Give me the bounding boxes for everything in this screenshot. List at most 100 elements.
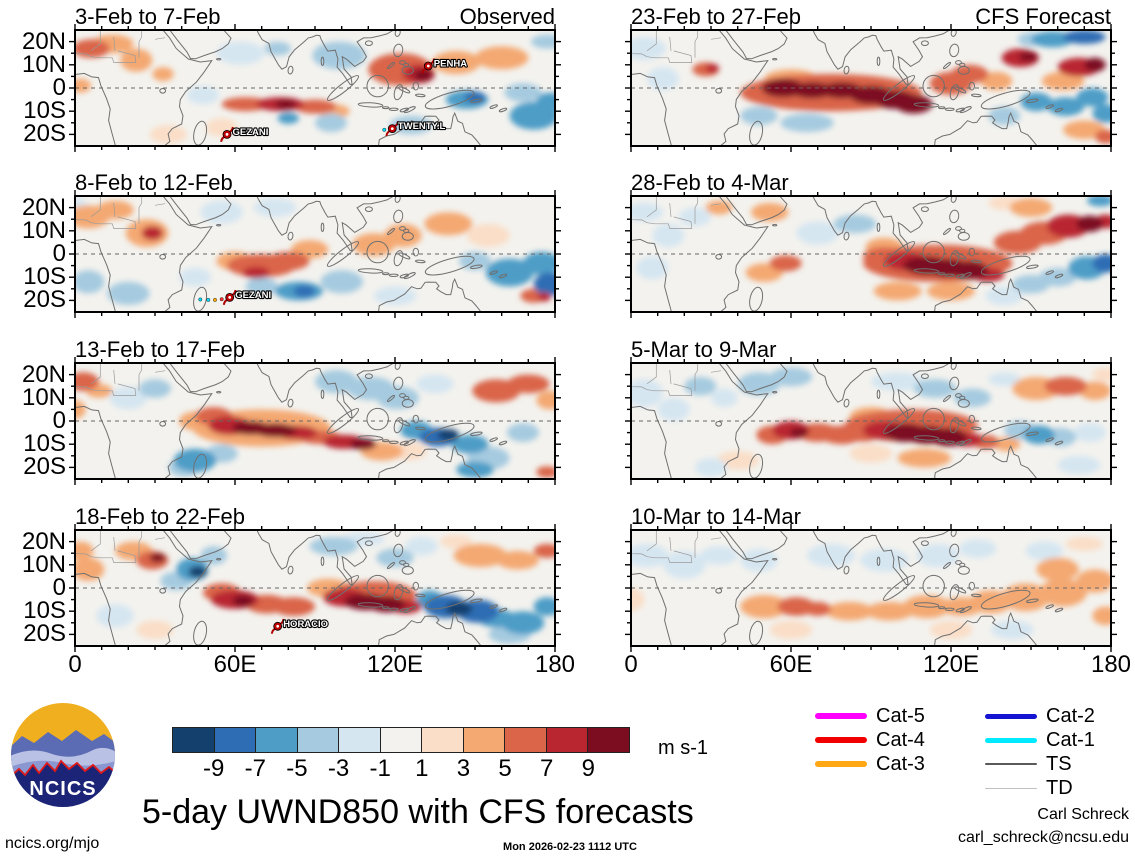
colorbar-tick-label: -1 (369, 755, 391, 782)
storm-name-label: GEZANI (235, 290, 271, 301)
storm-legend-column-2: Cat-2 Cat-1 TS TD (985, 704, 1095, 800)
colorbar-cell (588, 728, 630, 752)
colorbar-cell (546, 728, 589, 752)
panel-date-range: 3-Feb to 7-Feb (75, 4, 221, 29)
legend-label: TS (1046, 753, 1072, 775)
storm-track-dot (206, 298, 211, 302)
colorbar-cell (173, 728, 215, 752)
map-canvas (625, 24, 1117, 152)
y-axis-label: 10S (23, 97, 66, 125)
colorbar-cell (505, 728, 547, 752)
panel-date-range: 18-Feb to 22-Feb (75, 504, 245, 529)
colorbar-cell (214, 728, 257, 752)
map-canvas (625, 190, 1117, 318)
panel-date-range: 8-Feb to 12-Feb (75, 170, 233, 195)
legend-label: Cat-1 (1046, 729, 1095, 751)
storm-marker: TWENTY.L (385, 120, 447, 137)
storm-name-label: HORACIO (283, 619, 328, 630)
legend-row: Cat-1 (985, 728, 1095, 752)
credit-name: Carl Schreck (1037, 806, 1129, 823)
panel-date-range: 28-Feb to 4-Mar (631, 170, 789, 195)
legend-line-swatch (815, 737, 867, 743)
storm-track-dot (382, 127, 387, 132)
map-panel: 23-Feb to 27-Feb CFS Forecast (625, 2, 1117, 152)
y-axis-label: 20N (21, 193, 66, 221)
colorbar-tick-label: -9 (202, 755, 225, 782)
legend-row: Cat-3 (815, 752, 925, 776)
storm-marker: GEZANI (220, 126, 269, 142)
colorbar-tick-label: 3 (456, 755, 471, 782)
colorbar-cell (297, 728, 340, 752)
colorbar-units: m s-1 (658, 737, 708, 759)
y-axis-label: 20S (23, 286, 66, 314)
storm-track-dot (213, 298, 217, 302)
colorbar-cell (380, 728, 423, 752)
storm-track-dot (219, 297, 224, 302)
y-axis-label: 10N (21, 50, 66, 78)
colorbar-tick-label: -3 (327, 755, 350, 782)
storm-track-dot (198, 297, 203, 302)
colorbar-tick-label: 9 (581, 755, 596, 782)
storm-marker: PENHA (421, 57, 468, 74)
y-axis-label: 20N (21, 27, 66, 55)
panel-date-range: 10-Mar to 14-Mar (631, 504, 801, 529)
legend-line-swatch (985, 787, 1037, 789)
map-canvas: PENHA GEZANI TWENTY.L (69, 24, 561, 152)
panel-header: 23-Feb to 27-Feb CFS Forecast (631, 2, 1111, 30)
colorbar-cell (463, 728, 506, 752)
y-axis-label: 10S (23, 430, 66, 458)
storm-legend-column-1: Cat-5 Cat-4 Cat-3 (815, 704, 925, 776)
map-canvas: HORACIO (69, 524, 561, 652)
colorbar-cell (422, 728, 464, 752)
x-axis-label: 120E (366, 651, 424, 678)
legend-row: Cat-4 (815, 728, 925, 752)
ncics-logo: NCICS (11, 703, 115, 807)
y-axis-label: 10N (21, 550, 66, 578)
map-panel: 28-Feb to 4-Mar (625, 168, 1117, 318)
map-panel: 18-Feb to 22-Feb HORACIO (69, 502, 561, 652)
y-axis-label: 10N (21, 383, 66, 411)
logo-text: NCICS (29, 778, 96, 800)
legend-line-swatch (815, 761, 867, 767)
map-panel: 3-Feb to 7-Feb Observed PENHA GEZANI TWENT… (69, 2, 561, 152)
y-axis-label: 10S (23, 597, 66, 625)
panel-header: 28-Feb to 4-Mar (631, 168, 1111, 196)
colorbar-cell (256, 728, 298, 752)
legend-line-swatch (985, 713, 1037, 719)
storm-name-label: PENHA (434, 59, 467, 70)
map-panel: 5-Mar to 9-Mar (625, 335, 1117, 485)
map-canvas (69, 357, 561, 485)
colorbar-tick-label: -5 (286, 755, 308, 782)
credit-email: carl_schreck@ncsu.edu (958, 829, 1129, 846)
panel-header: 3-Feb to 7-Feb Observed (75, 2, 555, 30)
map-panel: 10-Mar to 14-Mar (625, 502, 1117, 652)
panel-date-range: 13-Feb to 17-Feb (75, 337, 245, 362)
colorbar-tick-label: -7 (244, 755, 266, 782)
x-axis-label: 0 (68, 651, 82, 678)
legend-label: TD (1046, 777, 1073, 799)
y-axis-label: 20S (23, 620, 66, 648)
colorbar-tick-label: 1 (415, 755, 429, 782)
storm-name-label: TWENTY.L (398, 121, 446, 132)
y-axis-label: 0 (52, 574, 66, 601)
x-axis-label: 0 (624, 651, 638, 678)
colorbar-cells (172, 727, 630, 753)
legend-label: Cat-5 (876, 705, 925, 727)
x-axis-label: 120E (922, 651, 980, 678)
legend-row: TD (985, 776, 1095, 800)
colorbar-tick-label: 5 (498, 755, 512, 782)
colorbar-tick-label: 7 (540, 755, 554, 782)
panel-date-range: 23-Feb to 27-Feb (631, 4, 801, 29)
y-axis-label: 20N (21, 360, 66, 388)
map-canvas (625, 357, 1117, 485)
y-axis-label: 20S (23, 120, 66, 148)
panel-header: 18-Feb to 22-Feb (75, 502, 555, 530)
x-axis-label: 180 (534, 651, 576, 678)
y-axis-label: 0 (52, 240, 66, 267)
panel-header: 5-Mar to 9-Mar (631, 335, 1111, 363)
legend-row: TS (985, 752, 1095, 776)
map-canvas: GEZANI (69, 190, 561, 318)
y-axis-label: 20N (21, 527, 66, 555)
storm-marker: GEZANI (222, 289, 272, 305)
panel-header: 10-Mar to 14-Mar (631, 502, 1111, 530)
